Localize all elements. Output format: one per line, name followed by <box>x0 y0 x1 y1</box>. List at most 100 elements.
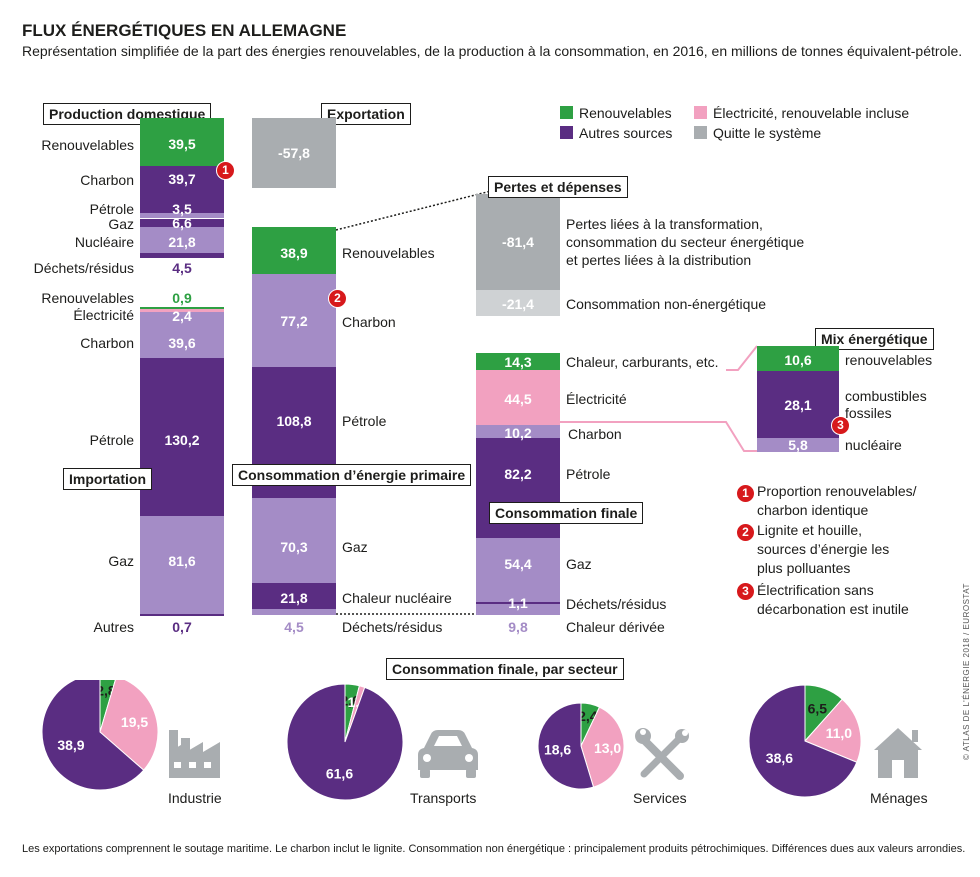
value-import-renewables: 0,9 <box>172 290 192 306</box>
label-primary-oil: Pétrole <box>342 413 387 429</box>
box-primary: Consommation d’énergie primaire <box>232 464 472 486</box>
bar-primary-renewables <box>252 227 336 274</box>
bar-import-gas <box>140 516 224 614</box>
label-production-coal: Charbon <box>80 172 134 188</box>
value-final-derived-heat: 9,8 <box>508 619 528 635</box>
label-production-renewables: Renouvelables <box>41 137 134 153</box>
legend-swatch-renewables <box>560 106 573 119</box>
sector-pie-group: 2,819,538,92,61,061,62,413,018,66,511,03… <box>41 680 862 801</box>
label-primary-gas: Gaz <box>342 539 368 555</box>
bar-import-other <box>140 614 224 616</box>
label-final-gas: Gaz <box>566 556 592 572</box>
legend-swatch-other <box>560 126 573 139</box>
box-sector: Consommation finale, par secteur <box>386 658 624 680</box>
note-1-badge: 1 <box>736 484 755 503</box>
bar-export <box>252 118 336 188</box>
label-losses-transformation: Pertes liées à la transformation, consom… <box>566 216 805 268</box>
note-2-text: Lignite et houille, sources d’énergie le… <box>757 522 890 576</box>
credit: © ATLAS DE L’ÉNERGIE 2018 / EUROSTAT <box>962 583 971 760</box>
value-import-oil: 130,2 <box>164 432 200 448</box>
label-final-derived-heat: Chaleur dérivée <box>566 619 665 635</box>
label-production-oil: Pétrole <box>89 201 134 217</box>
value-production-waste: 4,5 <box>172 260 192 276</box>
value-primary-waste: 4,5 <box>284 619 304 635</box>
note-badge-2: 2 <box>328 289 347 308</box>
label-losses-nonenergy: Consommation non-énergétique <box>566 296 767 312</box>
box-losses: Pertes et dépenses <box>488 176 628 198</box>
pie-slice-industrie-purple <box>41 680 145 791</box>
value-production-renewables: 39,5 <box>168 136 196 152</box>
value-final-electricity: 44,5 <box>504 391 532 407</box>
note-badge-3: 3 <box>831 416 850 435</box>
label-import-oil: Pétrole <box>89 432 134 448</box>
footer-note: Les exportations comprennent le soutage … <box>22 843 966 855</box>
pie-label-services-pink: 13,0 <box>594 740 621 756</box>
bar-primary-coal <box>252 274 336 367</box>
note-badge-1: 1 <box>216 161 235 180</box>
value-final-gas: 54,4 <box>504 556 532 572</box>
box-import: Importation <box>63 468 152 490</box>
value-import-coal: 39,6 <box>168 335 196 351</box>
value-final-coal: 10,2 <box>504 425 532 441</box>
pie-label-ménages-green: 6,5 <box>808 701 828 717</box>
note-1-text: Proportion renouvelables/ charbon identi… <box>757 483 917 518</box>
bar-final-gas <box>476 538 560 602</box>
value-production-coal: 39,7 <box>168 171 196 187</box>
bar-production-oil <box>140 213 224 218</box>
page-title: FLUX ÉNERGÉTIQUES EN ALLEMAGNE <box>22 21 347 40</box>
bar-production-coal <box>140 166 224 213</box>
bar-losses-nonenergy <box>476 290 560 316</box>
car-icon <box>418 730 478 778</box>
label-import-renewables: Renouvelables <box>41 290 134 306</box>
pie-label-ménages-pink: 11,0 <box>826 725 853 741</box>
label-mix-nuclear: nucléaire <box>845 437 902 453</box>
pie-slice-services-purple <box>537 702 595 790</box>
legend-renewables: Renouvelables <box>579 105 672 121</box>
legend-swatch-leaves <box>694 126 707 139</box>
box-export: Exportation <box>321 103 411 125</box>
label-import-other: Autres <box>93 619 134 635</box>
bar-production-renewables <box>140 118 224 166</box>
value-losses-transformation: -81,4 <box>502 234 534 250</box>
value-losses-nonenergy: -21,4 <box>502 296 534 312</box>
bar-primary-nuclear-heat <box>252 583 336 609</box>
label-mix-fossil: combustibles fossiles <box>845 388 927 421</box>
value-mix-nuclear: 5,8 <box>788 437 808 453</box>
note-3-badge: 3 <box>736 582 755 601</box>
value-primary-nuclear-heat: 21,8 <box>280 590 308 606</box>
value-final-waste: 1,1 <box>508 595 528 611</box>
bar-production-gas <box>140 219 224 227</box>
label-final-heat-fuels: Chaleur, carburants, etc. <box>566 354 719 370</box>
pie-label-industrie-pink: 19,5 <box>121 714 148 730</box>
bar-final-heat-fuels <box>476 353 560 370</box>
page-subtitle: Représentation simplifiée de la part des… <box>22 43 963 59</box>
sector-label-menages: Ménages <box>870 790 928 806</box>
note-2-badge: 2 <box>736 523 755 542</box>
value-final-oil: 82,2 <box>504 466 532 482</box>
label-primary-nuclear-heat: Chaleur nucléaire <box>342 590 452 606</box>
value-production-nuclear: 21,8 <box>168 234 196 250</box>
pie-slice-transports-purple <box>286 683 404 801</box>
sector-label-industrie: Industrie <box>168 790 222 806</box>
legend-electricity: Électricité, renouvelable incluse <box>713 105 910 121</box>
bar-import-oil <box>140 358 224 516</box>
sector-label-transports: Transports <box>410 790 477 806</box>
bar-mix-fossil <box>757 371 839 438</box>
value-mix-renewables: 10,6 <box>784 352 812 368</box>
label-production-gas: Gaz <box>108 216 134 232</box>
house-icon <box>874 728 922 778</box>
bar-production-waste <box>140 253 224 258</box>
value-primary-renewables: 38,9 <box>280 245 308 261</box>
pie-label-services-green: 2,4 <box>578 708 598 724</box>
bar-mix-nuclear <box>757 438 839 452</box>
bar-import-electricity <box>140 309 224 312</box>
bar-import-renewables <box>140 307 224 309</box>
pie-label-transports-purple: 61,6 <box>326 765 353 781</box>
factory-icon <box>169 730 220 778</box>
pie-label-ménages-purple: 38,6 <box>766 750 793 766</box>
bar-final-waste <box>476 602 560 604</box>
label-production-waste: Déchets/résidus <box>33 260 134 276</box>
value-import-gas: 81,6 <box>168 553 196 569</box>
bar-final-derived-heat <box>476 604 560 615</box>
